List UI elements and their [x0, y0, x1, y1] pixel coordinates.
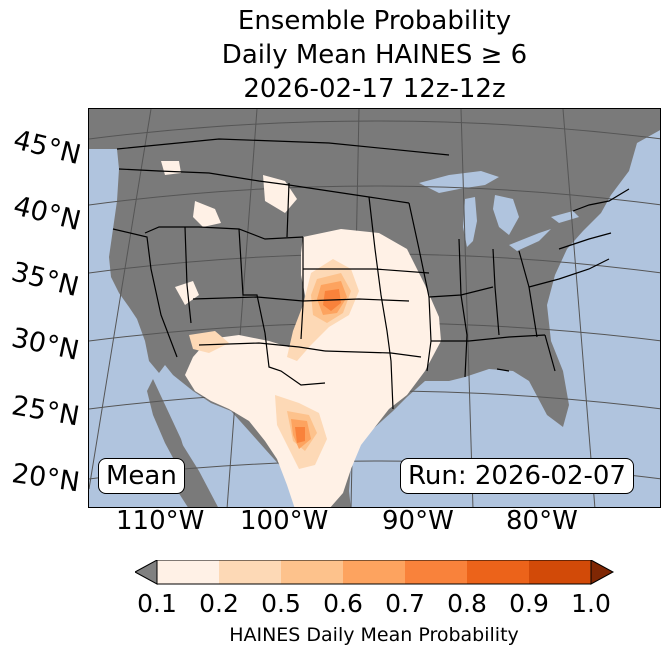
lat-label-40: 40°N: [10, 190, 84, 238]
lat-label-25: 25°N: [9, 390, 82, 433]
title-line-1: Ensemble Probability: [237, 6, 512, 36]
lon-label-110w: 110°W: [116, 506, 205, 536]
colorbar-under-arrow: [135, 560, 158, 585]
colorbar-tick-label: 0.7: [385, 589, 425, 618]
colorbar-bin: [467, 560, 529, 584]
lake-michigan: [463, 197, 477, 247]
lake-superior: [419, 171, 499, 193]
lake-erie: [509, 229, 551, 251]
colorbar-tick-label: 0.6: [323, 589, 363, 618]
lat-label-35: 35°N: [8, 256, 82, 304]
colorbar-tick-label: 0.8: [447, 589, 487, 618]
state-borders: [112, 138, 630, 410]
colorbar-bin: [219, 560, 281, 584]
title-line-3: 2026-02-17 12z-12z: [243, 74, 506, 104]
colorbar-tick-label: 0.2: [199, 589, 239, 618]
lake-huron: [493, 195, 519, 235]
lat-label-20: 20°N: [9, 458, 82, 499]
colorbar-tick-label: 0.1: [137, 589, 177, 618]
lon-label-100w: 100°W: [240, 506, 329, 536]
mean-label: Mean: [98, 458, 185, 494]
map-panel: [88, 108, 661, 508]
plot-title: Ensemble Probability Daily Mean HAINES ≥…: [88, 4, 661, 106]
colorbar-tick-label: 0.9: [509, 589, 549, 618]
baja-land: [147, 379, 189, 469]
lon-label-80w: 80°W: [506, 506, 578, 536]
lon-label-90w: 90°W: [382, 506, 454, 536]
colorbar-tick-label: 0.5: [261, 589, 301, 618]
colorbar-tick-label: 1.0: [571, 589, 611, 618]
colorbar-bin: [281, 560, 343, 584]
colorbar-bin: [157, 560, 219, 584]
colorbar-over-arrow: [590, 560, 615, 585]
colorbar-bin: [405, 560, 467, 584]
lat-label-45: 45°N: [10, 124, 84, 172]
colorbar-label: HAINES Daily Mean Probability: [229, 624, 519, 646]
lat-label-30: 30°N: [8, 322, 82, 367]
colorbar-bin: [529, 560, 591, 584]
run-date-label: Run: 2026-02-07: [400, 458, 634, 494]
colorbar-bin: [343, 560, 405, 584]
title-line-2: Daily Mean HAINES ≥ 6: [221, 40, 528, 70]
colorbar: [135, 560, 615, 585]
map-svg: [89, 109, 660, 507]
lake-ontario: [551, 211, 579, 223]
